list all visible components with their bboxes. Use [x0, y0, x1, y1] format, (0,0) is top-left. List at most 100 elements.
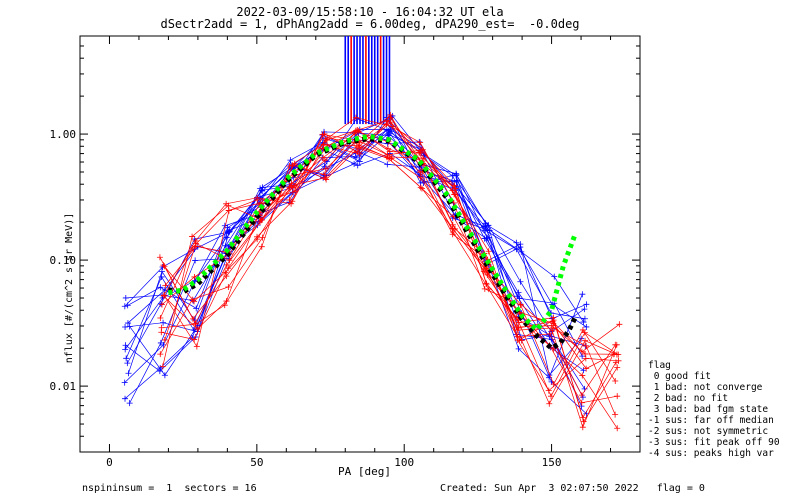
data-marker [583, 342, 590, 349]
data-marker [289, 162, 296, 169]
data-marker [223, 234, 230, 241]
data-marker [224, 224, 231, 231]
data-trace [125, 129, 582, 407]
data-marker [321, 157, 328, 164]
data-marker [614, 393, 621, 400]
data-marker [417, 184, 424, 191]
data-marker [157, 284, 164, 291]
data-marker [420, 155, 427, 162]
data-marker [579, 372, 586, 379]
data-marker [258, 243, 265, 250]
data-marker [417, 147, 424, 154]
data-marker [124, 320, 131, 327]
legend-item: -1 sus: far off median [648, 415, 774, 426]
data-marker [386, 148, 393, 155]
data-marker [258, 216, 265, 223]
data-marker [579, 291, 586, 298]
data-marker [226, 257, 233, 264]
data-marker [453, 170, 460, 177]
data-marker [258, 187, 265, 194]
x-tick-label: 150 [542, 456, 562, 469]
data-marker [582, 337, 589, 344]
data-marker [452, 185, 459, 192]
data-marker [614, 364, 621, 371]
data-marker [160, 319, 167, 326]
data-marker [583, 301, 590, 308]
data-marker [321, 163, 328, 170]
data-marker [226, 229, 233, 236]
data-marker [122, 395, 129, 402]
data-marker [352, 128, 359, 135]
data-marker [324, 135, 331, 142]
data-marker [259, 184, 266, 191]
data-marker [352, 114, 359, 121]
data-marker [156, 254, 163, 261]
data-marker [578, 399, 585, 406]
data-marker [389, 123, 396, 130]
y-tick-label: 0.01 [50, 380, 77, 393]
data-marker [254, 233, 261, 240]
data-marker [546, 330, 553, 337]
data-trace [127, 131, 583, 379]
data-marker [189, 244, 196, 251]
data-marker [453, 171, 460, 178]
legend-item: -3 sus: fit peak off 90 [648, 437, 780, 448]
data-marker [513, 246, 520, 253]
data-marker [158, 268, 165, 275]
data-marker [581, 315, 588, 322]
data-marker [355, 144, 362, 151]
data-trace [163, 132, 618, 429]
data-marker [483, 280, 490, 287]
legend-item: -4 sus: peaks high var [648, 448, 774, 459]
data-marker [578, 348, 585, 355]
data-trace [160, 142, 616, 415]
data-marker [550, 345, 557, 352]
y-tick-label: 1.00 [50, 128, 77, 141]
data-marker [161, 372, 168, 379]
data-marker [513, 239, 520, 246]
data-marker [550, 324, 557, 331]
data-marker [485, 248, 492, 255]
data-marker [124, 360, 131, 367]
data-marker [223, 298, 230, 305]
data-marker [517, 278, 524, 285]
plot-area [121, 36, 623, 432]
data-marker [582, 350, 589, 357]
data-marker [549, 327, 556, 334]
data-marker [388, 153, 395, 160]
data-marker [225, 202, 232, 209]
x-tick-label: 0 [106, 456, 113, 469]
data-marker [286, 163, 293, 170]
y-tick-label: 0.10 [50, 254, 77, 267]
data-marker [449, 231, 456, 238]
fit-curve [167, 133, 578, 334]
data-marker [287, 157, 294, 164]
data-marker [160, 292, 167, 299]
data-marker [125, 370, 132, 377]
data-marker [288, 200, 295, 207]
chart-title-line2: dSectr2add = 1, dPhAng2add = 6.00deg, dP… [160, 17, 580, 31]
data-marker [354, 162, 361, 169]
data-marker [615, 357, 622, 364]
data-marker [157, 351, 164, 358]
data-trace [125, 139, 584, 371]
data-marker [319, 131, 326, 138]
data-marker [356, 158, 363, 165]
data-marker [548, 393, 555, 400]
data-marker [616, 321, 623, 328]
data-marker [122, 342, 129, 349]
data-marker [514, 333, 521, 340]
data-marker [156, 368, 163, 375]
data-trace [124, 125, 586, 383]
data-marker [189, 233, 196, 240]
data-marker [384, 161, 391, 168]
data-marker [581, 329, 588, 336]
data-marker [225, 283, 232, 290]
legend-title: flag [648, 360, 671, 371]
data-trace [124, 116, 584, 398]
legend-item: 3 bad: bad fgm state [648, 404, 769, 415]
data-marker [161, 336, 168, 343]
data-marker [126, 323, 133, 330]
data-marker [417, 169, 424, 176]
